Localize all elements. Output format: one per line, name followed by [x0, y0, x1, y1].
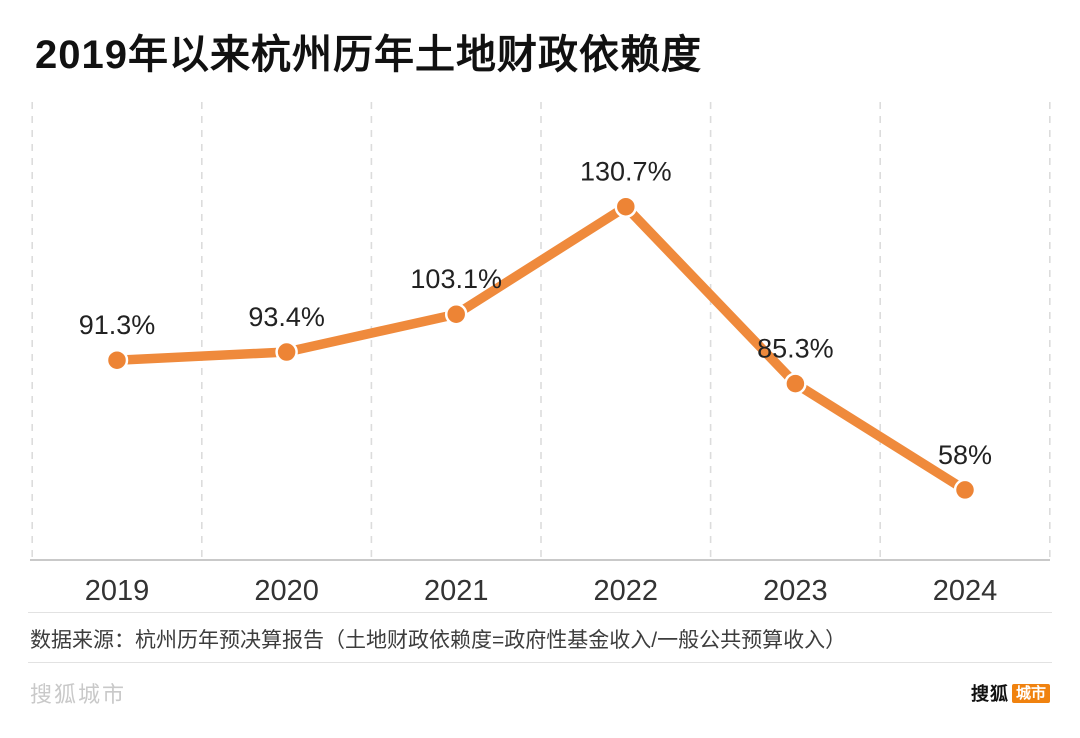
- footer: 搜狐城市 搜狐 城市: [30, 676, 1050, 710]
- x-tick-label: 2024: [933, 575, 998, 607]
- data-point: [953, 478, 977, 502]
- point-label: 58%: [938, 440, 992, 470]
- x-tick-label: 2021: [424, 575, 489, 607]
- divider-top: [28, 612, 1052, 613]
- data-line: [112, 201, 970, 495]
- data-point: [614, 195, 638, 218]
- logo-text-city: 城市: [1011, 683, 1050, 703]
- x-tick-label: 2019: [85, 575, 150, 607]
- data-point: [444, 302, 468, 326]
- chart-title: 2019年以来杭州历年土地财政依赖度: [35, 33, 702, 77]
- x-tick-label: 2022: [594, 575, 659, 607]
- point-label: 91.3%: [79, 310, 156, 340]
- watermark-text: 搜狐城市: [30, 682, 127, 707]
- point-label: 103.1%: [410, 264, 502, 294]
- sohu-city-logo: 搜狐 城市: [971, 680, 1050, 706]
- data-point: [275, 340, 298, 364]
- logo-text-sohu: 搜狐: [970, 684, 1009, 704]
- point-label: 130.7%: [580, 157, 672, 187]
- data-source-note: 数据来源：杭州历年预决算报告（土地财政依赖度=政府性基金收入/一般公共预算收入）: [30, 629, 847, 652]
- data-point: [784, 372, 807, 395]
- point-label: 85.3%: [757, 334, 834, 364]
- x-tick-label: 2023: [763, 575, 828, 607]
- data-point: [105, 348, 129, 372]
- divider-bottom: [28, 662, 1052, 663]
- line-chart: 91.3% 2019 93.4% 2020 103.1% 2021 130.7% 2022 85…: [30, 102, 1051, 607]
- point-label: 93.4%: [248, 302, 325, 332]
- x-tick-label: 2020: [254, 575, 319, 607]
